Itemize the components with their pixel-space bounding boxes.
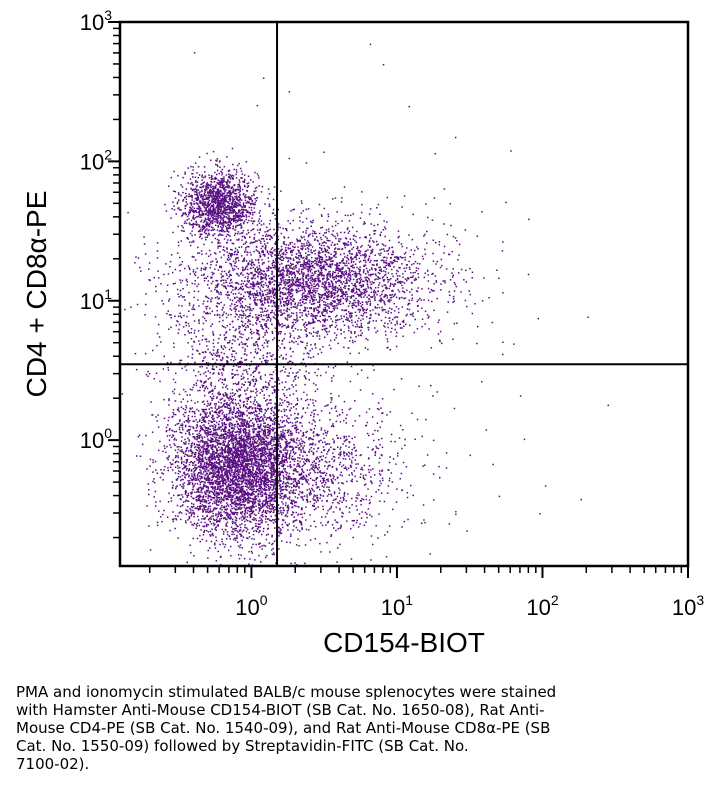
- y-tick-label: 103: [80, 7, 112, 35]
- x-axis-tick-labels: 100 101 102 103: [235, 592, 704, 620]
- x-tick-label: 103: [672, 592, 704, 620]
- plot-frame: [118, 20, 690, 568]
- y-axis-title: CD4 + CD8α-PE: [21, 191, 52, 398]
- x-tick-label: 101: [381, 592, 413, 620]
- event-dots: [121, 43, 609, 567]
- figure-caption: PMA and ionomycin stimulated BALB/c mous…: [16, 683, 557, 773]
- y-axis-tick-labels: 100 101 102 103: [80, 7, 112, 453]
- x-tick-label: 102: [526, 592, 558, 620]
- y-axis-ticks: [108, 21, 120, 539]
- y-tick-label: 101: [80, 286, 112, 314]
- x-axis-title: CD154-BIOT: [323, 627, 485, 658]
- plot-canvas: 100 101 102 103 100 101 102 103 CD154-BIOT CD4…: [21, 7, 704, 658]
- event-dot-cloud: [121, 43, 609, 567]
- y-tick-label: 102: [80, 146, 112, 174]
- x-tick-label: 100: [235, 592, 267, 620]
- y-tick-label: 100: [80, 425, 112, 453]
- quadrant-gates: [120, 22, 688, 566]
- x-axis-ticks: [148, 566, 689, 578]
- flow-cytometry-dot-plot: 100 101 102 103 100 101 102 103 CD154-BIOT CD4…: [21, 7, 704, 658]
